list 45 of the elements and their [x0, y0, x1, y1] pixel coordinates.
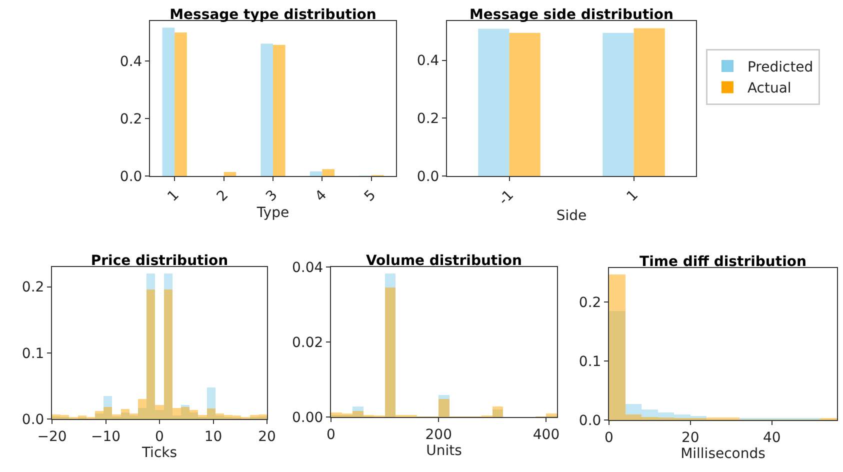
y-tick-label: 0.04: [292, 260, 324, 276]
chart-title: Price distribution: [90, 253, 228, 269]
chart-title: Volume distribution: [366, 253, 522, 269]
y-tick-label: 0.00: [292, 410, 324, 426]
chart-title: Message side distribution: [469, 7, 674, 23]
x-tick-label: -1: [496, 187, 518, 208]
x-tick-label: −20: [37, 428, 67, 445]
chart-title: Message type distribution: [170, 7, 376, 23]
x-axis-title: Milliseconds: [680, 446, 766, 462]
x-tick-label: 20: [258, 428, 276, 445]
x-tick-label: 2: [214, 187, 232, 205]
x-tick-label: 40: [762, 430, 781, 446]
y-tick-label: 0.1: [578, 354, 602, 370]
chart-title: Time diff distribution: [640, 254, 806, 270]
y-tick-label: 0.2: [578, 295, 602, 312]
y-tick-label: 0.0: [578, 412, 602, 429]
x-tick-label: 0: [155, 428, 164, 445]
x-tick-label: 200: [425, 426, 452, 443]
x-tick-label: 10: [204, 428, 222, 445]
y-tick-label: 0.0: [22, 412, 44, 428]
x-tick-label: 3: [263, 187, 281, 205]
y-tick-label: 0.2: [120, 111, 142, 128]
x-tick-label: 0: [326, 426, 336, 443]
y-tick-label: 0.1: [22, 346, 44, 362]
x-tick-label: −10: [90, 428, 121, 445]
x-tick-label: 4: [312, 187, 330, 205]
y-tick-label: 0.2: [416, 111, 440, 128]
x-tick-label: 400: [532, 426, 560, 443]
x-tick-label: 0: [604, 430, 614, 446]
x-axis-title: Ticks: [140, 444, 178, 461]
x-tick-label: 1: [164, 187, 182, 205]
y-tick-label: 0.0: [120, 168, 142, 185]
x-axis-title: Units: [426, 442, 462, 459]
y-tick-label: 0.4: [120, 54, 142, 70]
y-tick-label: 0.4: [416, 53, 440, 70]
legend-label: Predicted: [747, 59, 814, 76]
y-tick-label: 0.02: [292, 334, 324, 351]
legend-label: Actual: [747, 80, 792, 97]
x-tick-label: 5: [362, 187, 380, 205]
x-tick-label: 1: [624, 187, 642, 205]
y-tick-label: 0.2: [22, 280, 44, 296]
x-tick-label: 20: [682, 430, 700, 446]
x-axis-title: Type: [256, 204, 290, 221]
y-tick-label: 0.0: [416, 168, 440, 185]
x-axis-title: Side: [556, 208, 587, 224]
